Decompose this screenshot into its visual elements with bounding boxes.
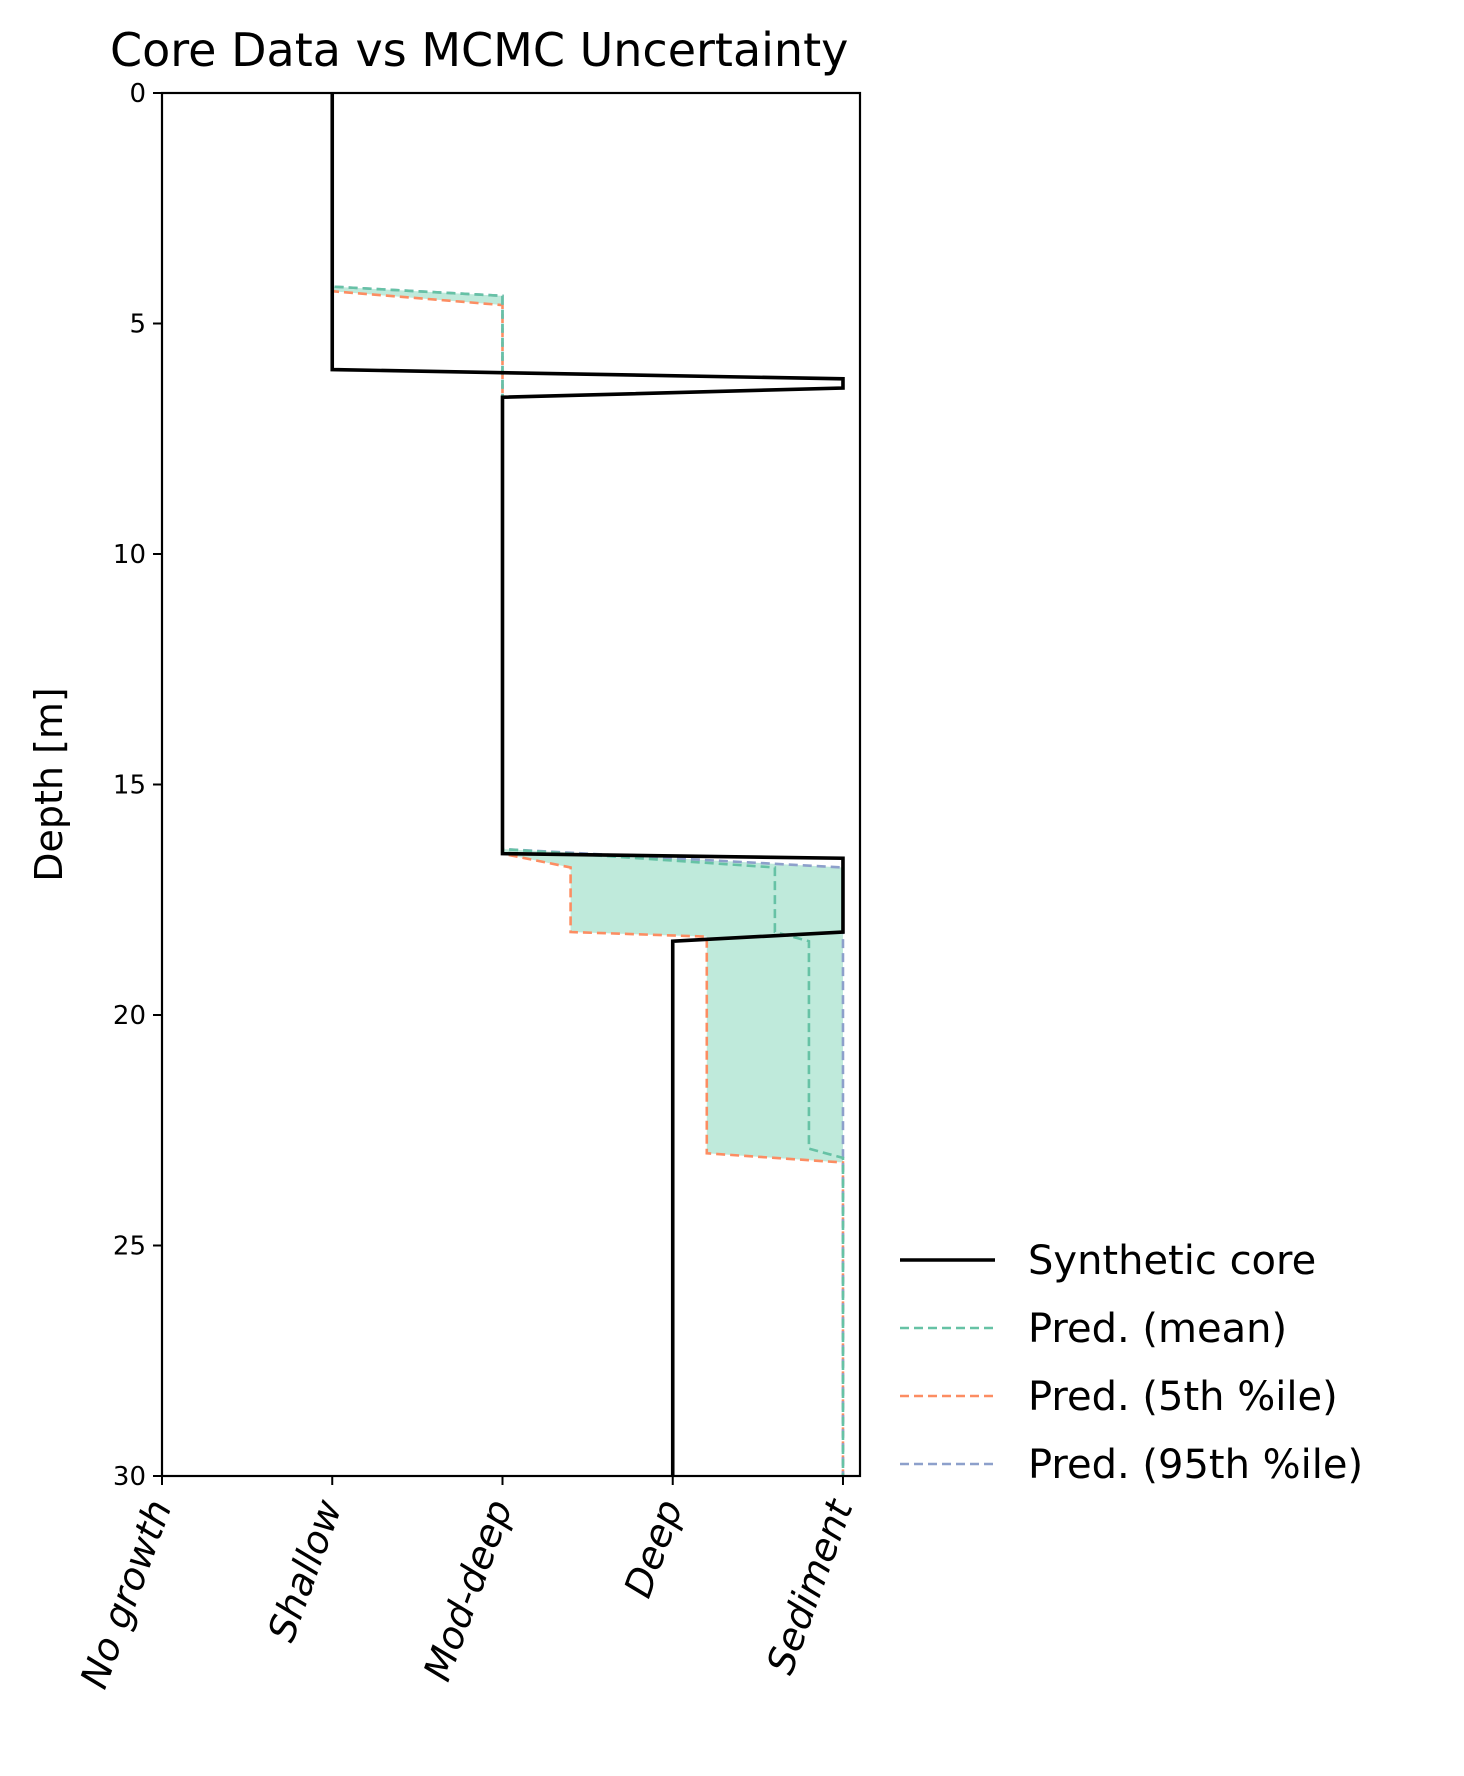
legend: Synthetic core Pred. (mean) Pred. (5th %il… [900, 1238, 1363, 1488]
x-axis: No growth Shallow Mod-deep Deep Sediment [72, 1476, 862, 1694]
plot-frame [160, 91, 862, 1478]
series-line-pred-mean [330, 93, 845, 1476]
legend-label: Synthetic core [1028, 1238, 1316, 1284]
y-tick-label: 5 [129, 310, 146, 340]
y-tick-label: 10 [113, 540, 146, 570]
y-axis-label: Depth [m] [27, 687, 71, 882]
y-tick-label: 15 [113, 771, 146, 801]
legend-label: Pred. (5th %ile) [1028, 1374, 1338, 1420]
x-tick-label: Shallow [259, 1493, 351, 1647]
series-line-pred-95th-ile [330, 93, 845, 1476]
plot-area [330, 93, 845, 1476]
y-tick-label: 0 [129, 79, 146, 109]
x-tick-label: Deep [616, 1494, 692, 1603]
x-tick-label: Mod-deep [415, 1494, 521, 1687]
y-tick-label: 30 [113, 1462, 146, 1492]
x-tick-label: Sediment [758, 1492, 862, 1680]
y-tick-label: 20 [113, 1001, 146, 1031]
uncertainty-band [332, 93, 843, 1476]
series-line-synthetic-core [330, 93, 845, 1476]
y-tick-label: 25 [113, 1232, 146, 1262]
legend-label: Pred. (95th %ile) [1028, 1442, 1363, 1488]
series-line-pred-5th-ile [330, 93, 845, 1476]
chart-title: Core Data vs MCMC Uncertainty [110, 23, 848, 77]
legend-label: Pred. (mean) [1028, 1306, 1287, 1352]
x-tick-label: No growth [72, 1494, 181, 1694]
y-axis: 0 5 10 15 20 25 30 [113, 79, 162, 1492]
